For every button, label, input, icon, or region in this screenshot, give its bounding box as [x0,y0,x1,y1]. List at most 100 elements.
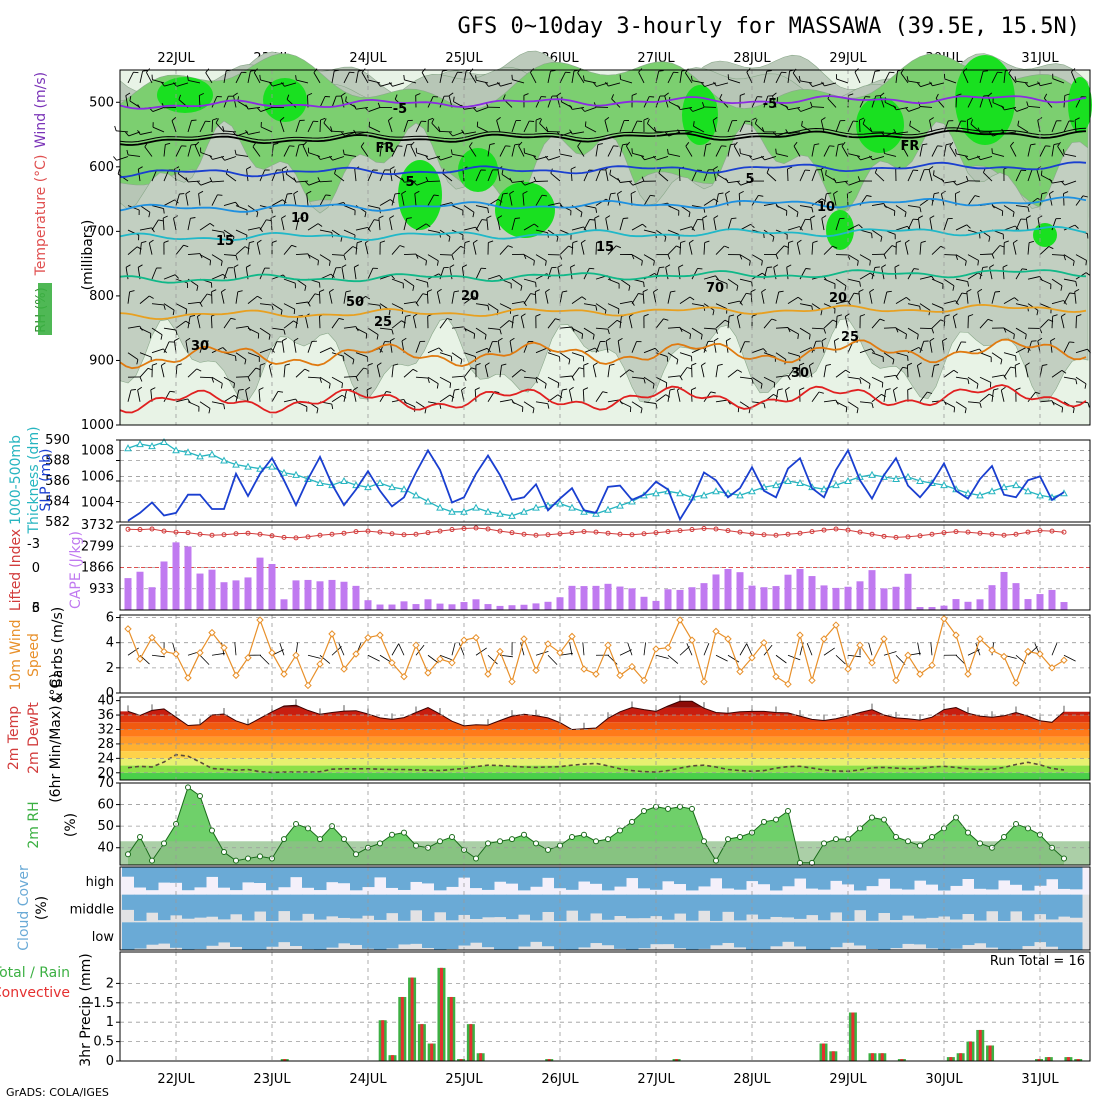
wind-barb-flag [341,92,346,97]
wind-barb [859,348,872,354]
wind-barb [1039,145,1046,157]
wind-barb-flag [329,288,334,293]
wind-barb [931,278,944,285]
wind10-point [592,670,600,678]
wind10-barb [307,654,321,659]
wind10-point [868,659,876,667]
wind-barb-flag [212,117,218,121]
rh2m-point [281,836,287,843]
wind-barb [584,80,597,84]
wind-barb [139,227,152,231]
cloud-bar [734,894,747,921]
wind-barb [391,365,394,378]
cloud-bar [650,894,663,917]
wind-barb-flag [341,394,347,399]
wind-barb-flag [125,131,130,137]
cloud-bar [146,894,159,913]
wind-barb-flag [715,328,718,334]
wind-barb-flag [652,383,655,389]
cloud-bar [926,894,939,918]
rh2m-point [785,808,791,815]
wind-barb [655,267,660,280]
cape-bar [964,601,972,610]
thickness-tick-label: 582 [45,515,70,530]
wind-barb [884,153,897,157]
wind-barb [235,325,248,329]
wind-barb [475,327,487,335]
wind-barb-flag [513,314,519,317]
wind-barb-flag [293,337,299,342]
wind-barb [355,367,364,378]
wind-barb [1039,193,1043,206]
wind10-point [844,665,852,673]
wind-barb [792,72,801,84]
wind-barb [595,303,607,311]
rh2m-point [293,821,299,827]
temp-band [120,722,1090,730]
cloud-bar [242,922,255,950]
wind-barb-flag [233,383,235,389]
wind-barb [966,119,969,132]
wind-barb [487,274,500,280]
precip-convective-bar [430,1043,434,1061]
wind-barb-flag [257,239,262,244]
wind-barb [869,291,873,304]
wind-barb [559,352,571,360]
wind-barb-flag [298,143,304,146]
wind-barb-flag [1026,101,1029,107]
wind-barb-flag [691,387,697,391]
wind-barb-flag [589,267,595,270]
cloud-bar [218,894,231,920]
wind-barb-flag [991,148,993,154]
wind-barb [235,352,247,360]
wind-barb-flag [245,104,249,110]
wind-barb-flag [454,290,460,293]
wind-barb [511,401,523,408]
cape-bar [568,585,576,610]
wind-barb [713,169,717,182]
wind-barb [1039,400,1053,403]
wind-barb [127,325,140,329]
wind-barb [919,144,923,157]
wind-barb [252,146,261,157]
cape-bar [148,587,156,610]
wind10-barb [367,654,380,662]
wind-barb [1063,278,1076,282]
wind-barb [175,303,187,310]
day-label-top: 29JUL [829,51,867,66]
wind-barb [775,327,789,329]
wind-barb [211,229,224,233]
wind-barb-flag [894,264,900,268]
wind-barb-flag [518,141,523,147]
wind-barb-flag [282,199,287,204]
lifted-index-point [617,531,623,537]
wind-barb [205,72,213,84]
wind-barb-flag [997,71,1003,74]
wind-barb [415,293,424,304]
wind-barb [283,145,290,157]
wind-barb [163,274,176,280]
wind-barb-flag [577,68,581,73]
wind-barb [703,198,715,206]
wind-barb-flag [425,176,429,182]
wind-barb [356,106,369,110]
lifted-index-point [569,530,575,536]
wind-barb-flag [1063,255,1066,261]
wind-barb-flag [209,177,213,183]
wind-barb [1015,303,1028,307]
day-label-bottom: 22JUL [157,1072,195,1087]
wind-barb [1074,119,1077,132]
wind-barb-flag [801,120,803,127]
cloud-bar [830,922,843,948]
wind-barb-flag [658,168,662,174]
wind-barb-flag [141,240,147,244]
wind-barb [631,376,644,379]
thickness-line [127,441,1065,517]
wind10-point [676,616,684,624]
cloud-bar [1034,894,1047,915]
wind-barb-flag [904,212,907,218]
wind10-point [640,676,648,685]
wind-barb-flag [163,304,166,310]
wind-barb-flag [989,264,995,268]
wind-barb [369,126,381,133]
